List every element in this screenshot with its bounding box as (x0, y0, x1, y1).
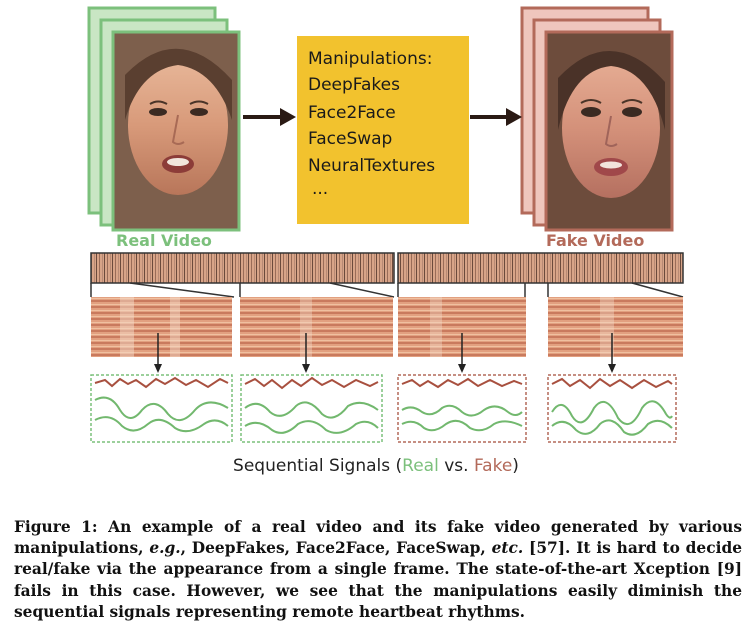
real-video-frames (87, 6, 241, 232)
flow-arrows (243, 108, 522, 126)
figure-illustration: Manipulations: DeepFakes Face2Face FaceS… (87, 6, 684, 443)
fake-signal-plot-2 (547, 374, 677, 443)
manipulation-item: FaceSwap (308, 129, 392, 149)
real-signal-plot-1 (90, 374, 233, 443)
sequential-signals-title: Sequential Signals (Real vs. Fake) (233, 456, 519, 476)
manipulation-item: ... (312, 179, 328, 199)
manipulations-heading: Manipulations: (308, 49, 432, 69)
fake-video-label: Fake Video (546, 231, 644, 250)
fake-video-frames (520, 6, 674, 232)
down-arrows (154, 333, 616, 373)
real-signal-plot-2 (240, 374, 383, 443)
figure-caption: Figure 1: An example of a real video and… (14, 518, 743, 621)
manipulation-item: DeepFakes (308, 75, 400, 95)
manipulation-item: Face2Face (308, 103, 396, 123)
fake-word: Fake (473, 456, 513, 476)
manipulation-item: NeuralTextures (308, 156, 435, 176)
fake-signal-plot-1 (397, 374, 527, 443)
manipulations-box: Manipulations: DeepFakes Face2Face FaceS… (297, 36, 469, 224)
real-signal-maps (90, 252, 395, 357)
fake-signal-maps (397, 252, 684, 357)
real-word: Real (402, 456, 439, 476)
real-video-label: Real Video (116, 231, 212, 250)
